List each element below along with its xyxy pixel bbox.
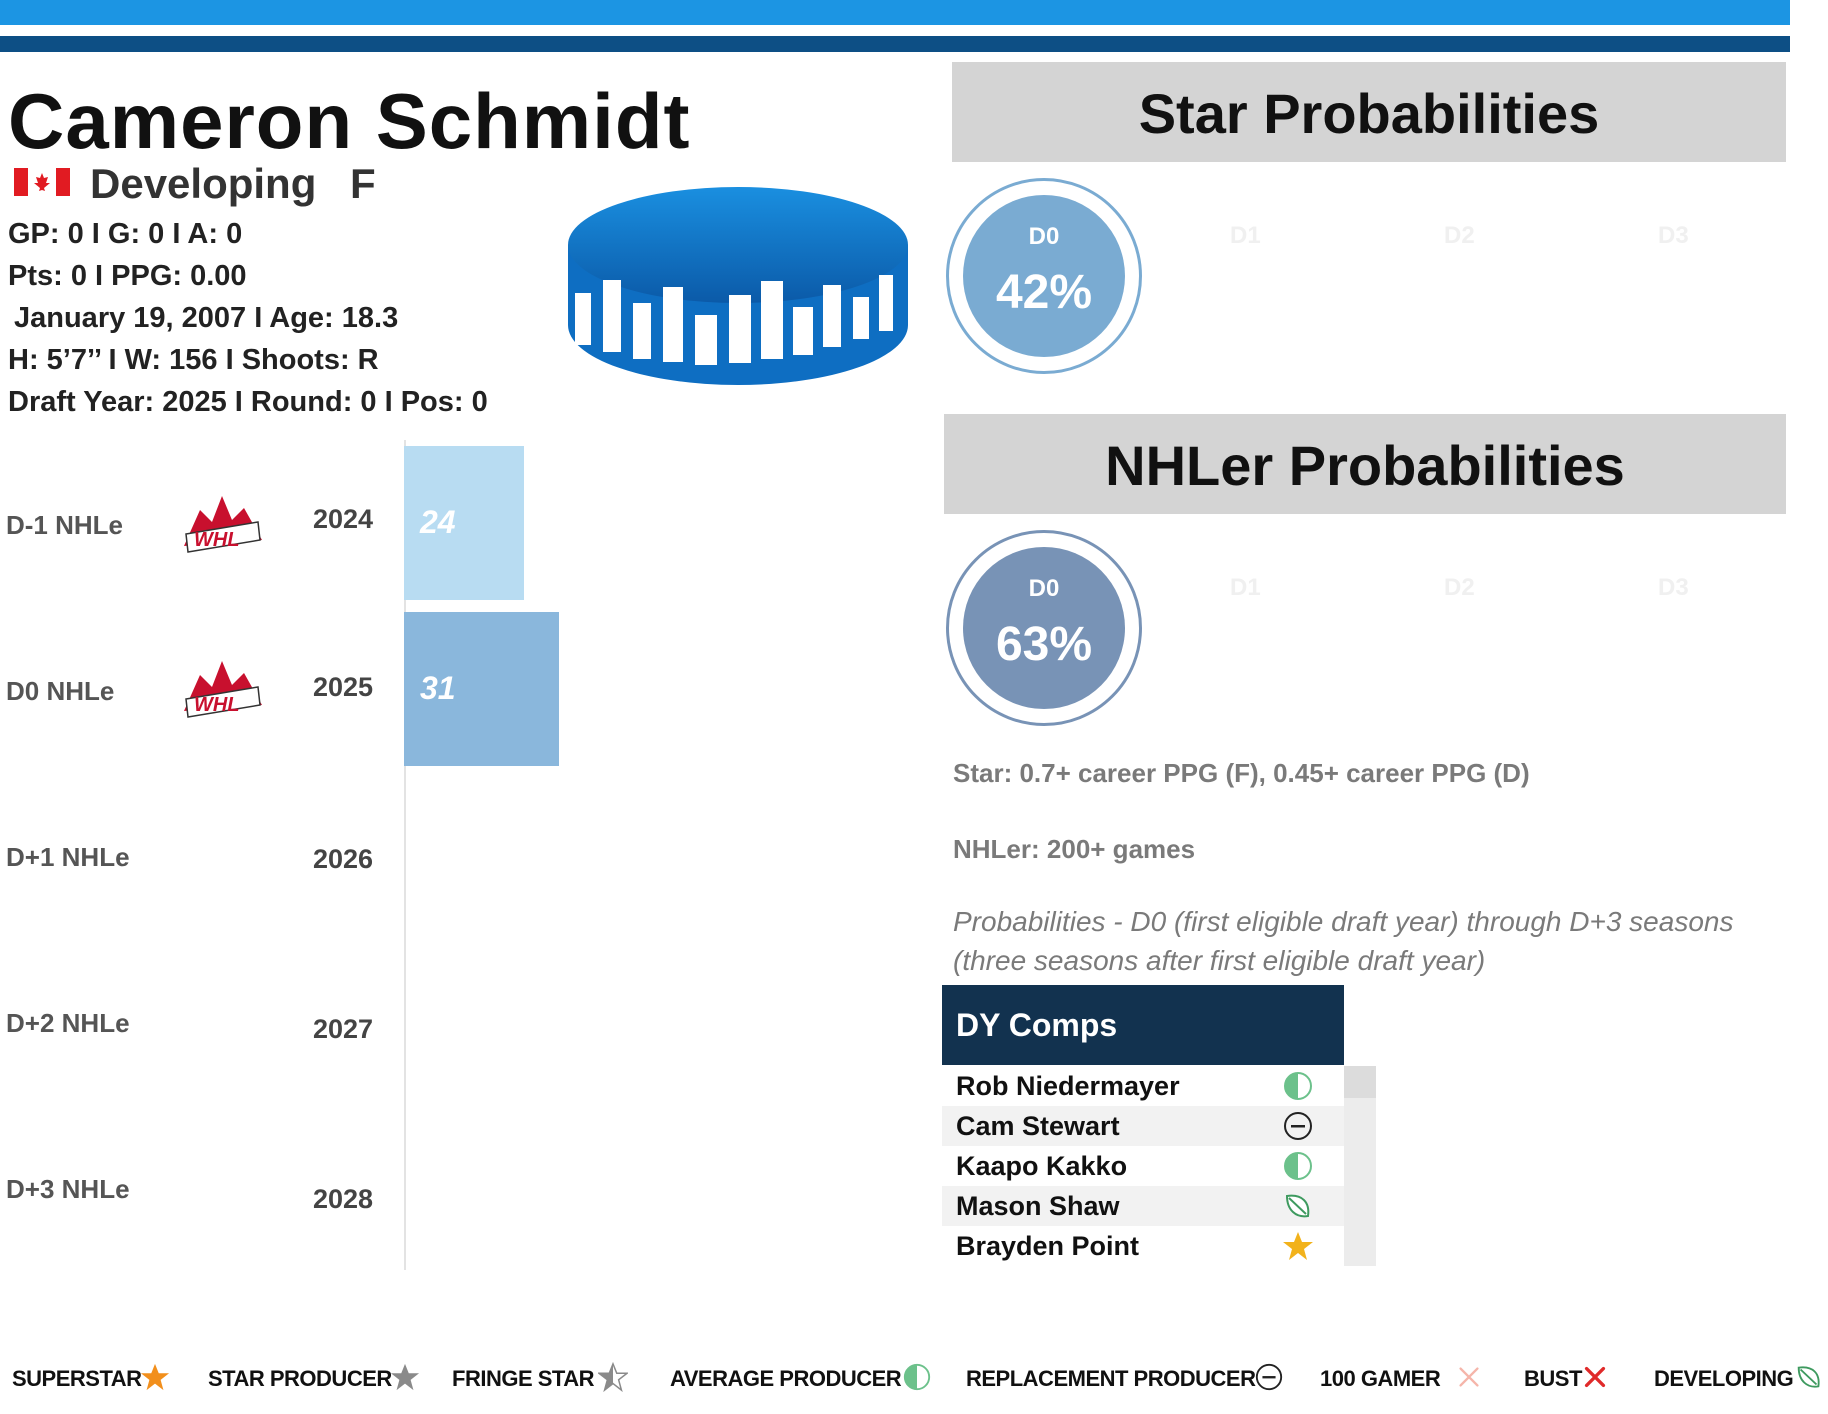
nhle-axis-line — [404, 440, 406, 1270]
row-year-2024: 2024 — [313, 504, 374, 534]
star-probabilities-header: Star Probabilities — [952, 62, 1786, 162]
legend-item-developing: DEVELOPING — [1654, 1366, 1820, 1392]
canada-flag-icon — [14, 168, 70, 196]
legend-item-average-producer: AVERAGE PRODUCER — [670, 1363, 931, 1392]
legend-item-superstar: SUPERSTAR — [12, 1363, 170, 1392]
legend-label: AVERAGE PRODUCER — [670, 1366, 902, 1391]
player-position: F — [350, 160, 376, 207]
probabilities-note: Probabilities - D0 (first eligible draft… — [953, 906, 1734, 976]
average-producer-icon — [1284, 1152, 1312, 1180]
row-year-2027: 2027 — [313, 1014, 374, 1044]
comp-name: Rob Niedermayer — [956, 1071, 1180, 1101]
top-accent-bar-dark — [0, 36, 1790, 52]
top-accent-bar — [0, 0, 1790, 25]
size-shoots-line: H: 5’7’’ I W: 156 I Shoots: R — [8, 344, 379, 376]
nhler-d0-value: 63% — [995, 618, 1093, 671]
player-name: Cameron Schmidt — [8, 77, 691, 165]
nhler-d0-label: D0 — [1028, 575, 1060, 602]
row-year-2026: 2026 — [313, 844, 374, 874]
star-d0-value: 42% — [995, 266, 1093, 319]
superstar-icon — [140, 1363, 170, 1391]
nhler-definition-note: NHLer: 200+ games — [953, 834, 1196, 864]
legend-item-100-gamer: 100 GAMER — [1320, 1366, 1479, 1392]
nhler-d3-label: D3 — [1658, 574, 1689, 601]
average-producer-icon — [903, 1363, 931, 1391]
average-producer-icon — [1284, 1072, 1312, 1100]
star-producer-icon — [390, 1363, 420, 1391]
row-year-2025: 2025 — [313, 672, 374, 702]
nhler-d1-label: D1 — [1230, 574, 1261, 601]
row-year-2028: 2028 — [313, 1184, 374, 1214]
player-status: Developing — [90, 160, 317, 207]
nhler-probabilities-header: NHLer Probabilities — [944, 414, 1786, 514]
legend-label: STAR PRODUCER — [208, 1366, 392, 1391]
comps-scrollbar-thumb[interactable] — [1344, 1066, 1376, 1098]
comp-row: Rob Niedermayer — [942, 1066, 1344, 1106]
legend-label: SUPERSTAR — [12, 1366, 142, 1391]
whl-logo-icon: WHL — [184, 661, 262, 718]
row-label-d-plus-2: D+2 NHLe — [6, 1008, 130, 1038]
star-definition-note: Star: 0.7+ career PPG (F), 0.45+ career … — [953, 758, 1530, 788]
svg-text:WHL: WHL — [194, 529, 240, 551]
legend-label: FRINGE STAR — [452, 1366, 594, 1391]
dy-comps-title: DY Comps — [956, 1007, 1118, 1043]
dy-comps-header: DY Comps — [942, 985, 1344, 1065]
legend-label: REPLACEMENT PRODUCER — [966, 1366, 1256, 1391]
row-label-d0: D0 NHLe — [6, 676, 115, 706]
superstar-icon — [1283, 1232, 1313, 1260]
nhle-value-label: 24 — [420, 504, 456, 540]
legend-item-fringe-star: FRINGE STAR — [452, 1362, 628, 1392]
replacement-producer-icon — [1255, 1363, 1283, 1391]
star-d1-label: D1 — [1230, 222, 1261, 249]
developing-icon — [1285, 1194, 1310, 1218]
comps-scrollbar[interactable] — [1344, 1066, 1376, 1266]
nhle-value-label: 31 — [420, 670, 456, 706]
nhler-probability-circle: D0 63% — [946, 530, 1142, 726]
stats-line-points: Pts: 0 I PPG: 0.00 — [8, 260, 247, 292]
legend-item-star-producer: STAR PRODUCER — [208, 1363, 420, 1392]
nhle-bar-d0: 31 — [404, 612, 559, 766]
row-label-d-plus-3: D+3 NHLe — [6, 1174, 130, 1204]
comp-row: Kaapo Kakko — [942, 1146, 1344, 1186]
comp-name: Mason Shaw — [956, 1191, 1120, 1221]
nhle-bar-d-minus-1: 24 — [404, 446, 524, 600]
draft-info-line: Draft Year: 2025 I Round: 0 I Pos: 0 — [8, 386, 488, 418]
star-probability-circle: D0 42% — [946, 178, 1142, 374]
star-probability-inner: D0 42% — [963, 195, 1125, 357]
nhler-probability-inner: D0 63% — [963, 547, 1125, 709]
comp-row: Cam Stewart — [942, 1106, 1344, 1146]
comp-name: Cam Stewart — [956, 1111, 1120, 1141]
row-label-d-plus-1: D+1 NHLe — [6, 842, 130, 872]
legend-label: 100 GAMER — [1320, 1366, 1441, 1391]
legend-item-replacement-producer: REPLACEMENT PRODUCER — [966, 1363, 1283, 1392]
hundred-gamer-icon — [1459, 1367, 1479, 1387]
svg-text:WHL: WHL — [194, 694, 240, 716]
star-d3-label: D3 — [1658, 222, 1689, 249]
nhler-d2-label: D2 — [1444, 574, 1475, 601]
row-label-d-minus-1: D-1 NHLe — [6, 510, 124, 540]
comp-name: Kaapo Kakko — [956, 1151, 1128, 1181]
developing-icon — [1797, 1366, 1820, 1388]
legend-label: DEVELOPING — [1654, 1366, 1794, 1391]
legend-item-bust: BUST — [1524, 1366, 1606, 1392]
replacement-producer-icon — [1284, 1112, 1312, 1140]
comp-name: Brayden Point — [956, 1231, 1140, 1261]
birth-age-line: January 19, 2007 I Age: 18.3 — [14, 302, 399, 334]
comp-row: Mason Shaw — [942, 1186, 1344, 1226]
comp-row: Brayden Point — [942, 1226, 1344, 1266]
puck-logo-icon — [568, 187, 908, 385]
legend-label: BUST — [1524, 1366, 1582, 1391]
bust-icon — [1584, 1366, 1606, 1388]
fringe-star-icon — [598, 1362, 628, 1392]
star-d0-label: D0 — [1028, 223, 1060, 250]
whl-logo-icon: WHL — [184, 496, 262, 553]
stats-line-games: GP: 0 I G: 0 I A: 0 — [8, 218, 243, 250]
star-d2-label: D2 — [1444, 222, 1475, 249]
